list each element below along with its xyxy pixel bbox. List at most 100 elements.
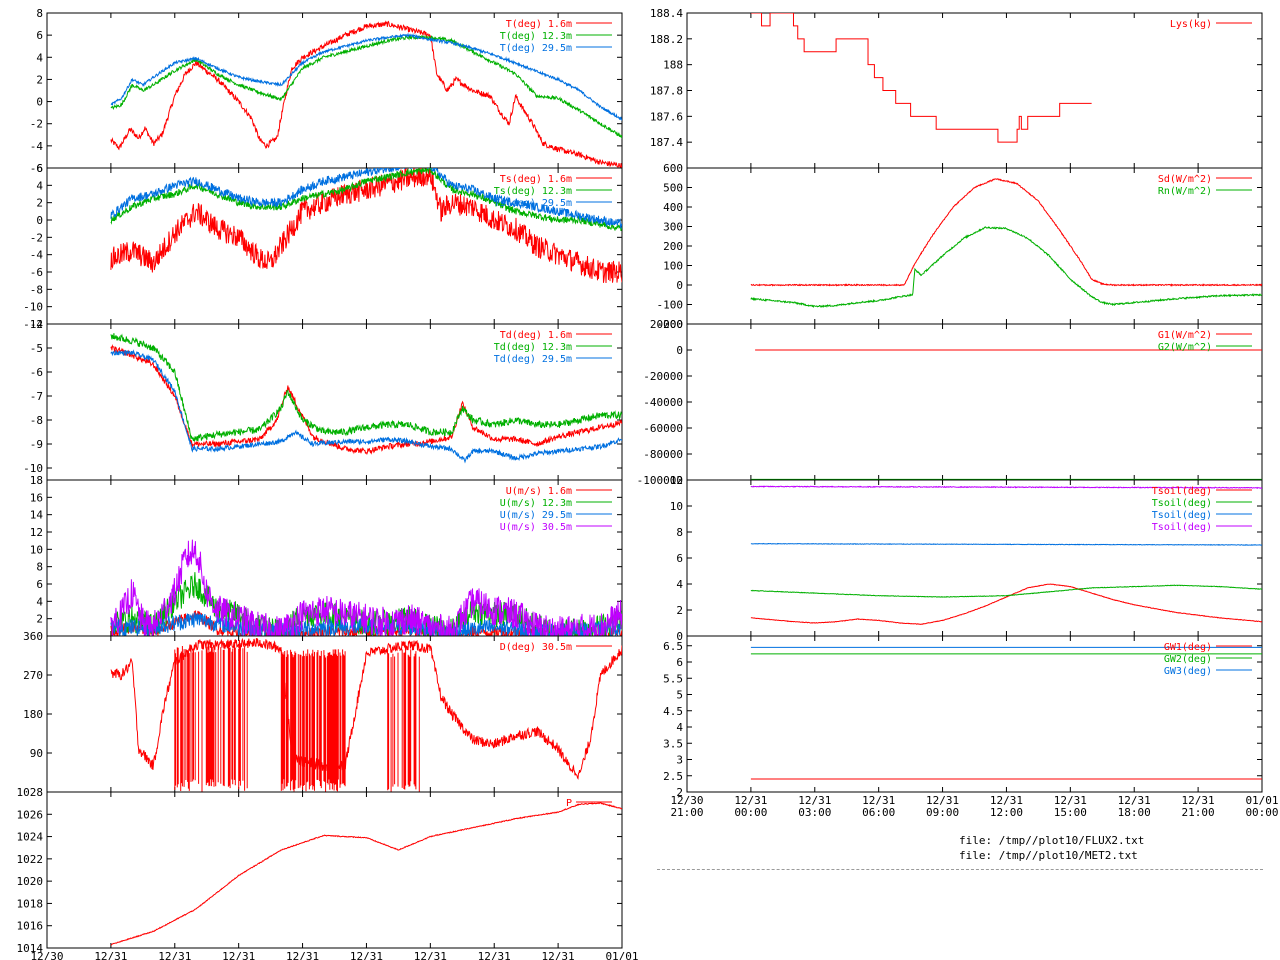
y-tick-label: -80000	[643, 448, 683, 461]
chart-radiation: -200 -100 0 100 200 300 400 500 600 Sd(W/m^2)Rn(W…	[657, 162, 1263, 331]
y-tick-label: -10	[23, 462, 43, 475]
x-tick-label-date: 12/31	[542, 950, 575, 960]
y-tick-label: 6	[676, 656, 683, 669]
plot-area	[110, 168, 622, 284]
series-spikes	[174, 644, 248, 792]
x-tick-label-date: 12/31	[94, 950, 127, 960]
y-tick-label: 1022	[17, 853, 44, 866]
legend-label: T(deg) 1.6m	[506, 19, 572, 30]
y-tick-label: -100	[657, 299, 684, 312]
legend-label: GW2(deg)	[1164, 654, 1212, 665]
legend-label: Ts(deg) 1.6m	[500, 174, 572, 185]
y-tick-label: -6	[30, 366, 43, 379]
series-line-blue	[110, 32, 622, 121]
series-line-magenta	[110, 539, 622, 636]
legend-label: Tsoil(deg)	[1152, 522, 1212, 533]
y-tick-label: 14	[30, 509, 44, 522]
y-tick-label: 10	[30, 543, 43, 556]
y-tick-label: -9	[30, 438, 43, 451]
y-tick-label: -5	[30, 342, 43, 355]
y-tick-label: 360	[23, 630, 43, 643]
y-tick-label: 1014	[17, 942, 44, 955]
x-tick-label-date: 01/01	[1245, 794, 1278, 807]
series-line-green	[110, 333, 622, 442]
plot-area	[110, 333, 622, 464]
chart-temperature: -6 -4 -2 0 2 4 6 8 T(deg) 1.6mT(deg) 12.3mT(deg)…	[30, 7, 623, 175]
y-tick-label: 600	[663, 162, 683, 175]
y-tick-label: 188.2	[650, 33, 683, 46]
x-tick-label-time: 15:00	[1054, 806, 1087, 819]
x-tick-label-time: 06:00	[862, 806, 895, 819]
y-tick-label: 10	[670, 500, 683, 513]
y-tick-label: 2	[36, 73, 43, 86]
plot-area	[750, 13, 1092, 143]
y-tick-label: 2.5	[663, 770, 683, 783]
chart-groundwater: 2 2.5 3 3.5 4 4.5 5 5.5 6 6.5 GW1(deg)GW2(deg)GW3(…	[663, 635, 1279, 819]
y-tick-label: 187.4	[650, 136, 683, 149]
legend-label: T(deg) 29.5m	[500, 43, 572, 54]
y-tick-label: 4	[36, 51, 43, 64]
series-line-red	[110, 20, 622, 168]
x-tick-label-time: 18:00	[1118, 806, 1151, 819]
series-line-red	[750, 583, 1262, 625]
x-tick-label-date: 12/30	[30, 950, 63, 960]
y-tick-label: -4	[30, 249, 44, 262]
y-tick-label: -6	[30, 162, 43, 175]
legend-label: Tsoil(deg)	[1152, 510, 1212, 521]
y-tick-label: 2	[676, 604, 683, 617]
y-tick-label: 0	[676, 279, 683, 292]
y-tick-label: 90	[30, 747, 43, 760]
y-tick-label: 200	[663, 240, 683, 253]
legend-label: GW3(deg)	[1164, 666, 1212, 677]
series-line-magenta	[750, 485, 1262, 489]
y-tick-label: 8	[36, 561, 43, 574]
y-tick-label: 20000	[650, 318, 683, 331]
legend-label: GW1(deg)	[1164, 642, 1212, 653]
plot-area	[110, 20, 622, 168]
y-tick-label: 4	[676, 578, 683, 591]
chart-pressure: 10141016101810201022102410261028P12/3021…	[17, 786, 639, 960]
plot-area	[750, 178, 1262, 308]
x-tick-label-time: 21:00	[670, 806, 703, 819]
y-tick-label: 3.5	[663, 737, 683, 750]
y-tick-label: -4	[30, 318, 44, 331]
y-tick-label: -40000	[643, 396, 683, 409]
legend-label: U(m/s) 12.3m	[500, 498, 572, 509]
footer-file-met: file: /tmp//plot10/MET2.txt	[959, 849, 1138, 862]
y-tick-label: 270	[23, 669, 43, 682]
y-tick-label: 12	[670, 474, 683, 487]
y-tick-label: 6	[36, 578, 43, 591]
y-tick-label: 3	[676, 754, 683, 767]
legend-label: Ts(deg) 12.3m	[494, 186, 572, 197]
y-tick-label: -8	[30, 283, 43, 296]
x-tick-label-time: 00:00	[734, 806, 767, 819]
legend-label: Lys(kg)	[1170, 19, 1212, 30]
series-spikes	[280, 649, 346, 792]
y-tick-label: 187.6	[650, 110, 683, 123]
y-tick-label: 8	[676, 526, 683, 539]
y-tick-label: 0	[676, 630, 683, 643]
y-tick-label: 300	[663, 221, 683, 234]
y-tick-label: -4	[30, 140, 44, 153]
x-tick-label-date: 01/01	[605, 950, 638, 960]
x-tick-label-time: 09:00	[926, 806, 959, 819]
y-tick-label: 6.5	[663, 640, 683, 653]
legend-label: Td(deg) 29.5m	[494, 354, 572, 365]
x-tick-label-date: 12/31	[414, 950, 447, 960]
plot-area	[750, 485, 1262, 625]
series-line-red	[110, 637, 622, 780]
legend-label: U(m/s) 30.5m	[500, 522, 572, 533]
y-tick-label: 1026	[17, 808, 44, 821]
y-tick-label: 180	[23, 708, 43, 721]
series-line-red	[110, 802, 622, 946]
y-tick-label: 4	[36, 179, 43, 192]
plot-area	[110, 637, 622, 792]
series-line-red	[750, 178, 1262, 287]
plot-area	[750, 349, 1262, 480]
chart-lysimeter: 187.4 187.6 187.8 188 188.2 188.4 Lys(kg)	[650, 7, 1263, 169]
y-tick-label: -20000	[643, 370, 683, 383]
x-tick-label-date: 12/31	[990, 794, 1023, 807]
x-tick-label-date: 12/31	[734, 794, 767, 807]
x-tick-label-date: 12/31	[478, 950, 511, 960]
